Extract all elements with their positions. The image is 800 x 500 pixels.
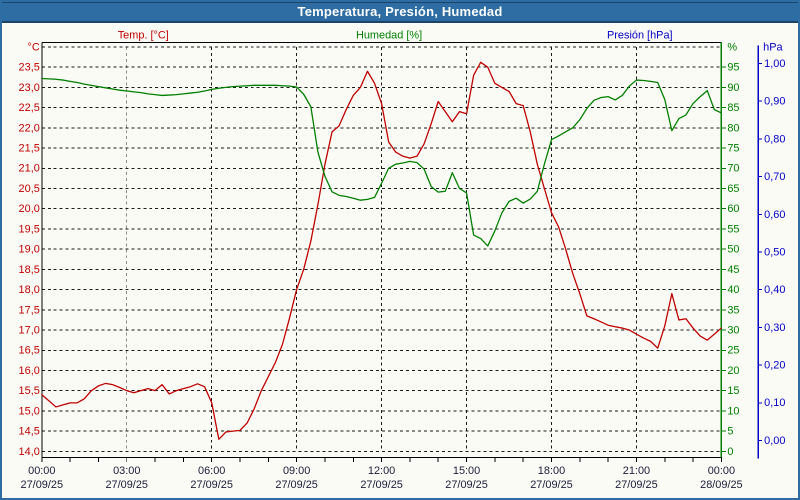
- temp-tick-label: 18,5: [19, 264, 40, 276]
- pressure-tick-label: 0,10: [764, 397, 785, 409]
- pressure-tick-label: 0,60: [764, 209, 785, 221]
- x-date-label: 27/09/25: [615, 479, 658, 491]
- humidity-tick-label: 65: [727, 183, 739, 195]
- temp-tick-label: 17,0: [19, 325, 40, 337]
- humidity-tick-label: 35: [727, 304, 739, 316]
- x-date-label: 27/09/25: [360, 479, 403, 491]
- pressure-tick-label: 0,70: [764, 171, 785, 183]
- temp-tick-label: 18,0: [19, 284, 40, 296]
- temp-tick-label: 20,0: [19, 203, 40, 215]
- temperature-line: [41, 61, 723, 440]
- temp-tick-label: 16,5: [19, 345, 40, 357]
- x-time-label: 09:00: [283, 465, 310, 477]
- humidity-tick-label: 95: [727, 62, 739, 74]
- x-time-label: 03:00: [113, 465, 140, 477]
- x-date-label: 27/09/25: [530, 479, 573, 491]
- x-date-label: 27/09/25: [105, 479, 148, 491]
- chart-title: Temperatura, Presión, Humedad: [2, 2, 798, 23]
- temp-tick-label: 20,5: [19, 183, 40, 195]
- humidity-tick-label: 10: [727, 405, 739, 417]
- pressure-tick-label: 0,80: [764, 133, 785, 145]
- x-time-label: 00:00: [708, 465, 735, 477]
- humidity-line: [41, 77, 723, 247]
- x-time-label: 06:00: [198, 465, 225, 477]
- x-time-label: 12:00: [368, 465, 395, 477]
- x-date-label: 27/09/25: [21, 479, 64, 491]
- temp-tick-label: 19,5: [19, 223, 40, 235]
- humidity-tick-label: 55: [727, 223, 739, 235]
- humidity-tick-label: 75: [727, 143, 739, 155]
- temp-tick-label: 15,0: [19, 405, 40, 417]
- legend-temperature: Temp. [°C]: [118, 30, 169, 42]
- temp-tick-label: 17,5: [19, 304, 40, 316]
- temp-tick-label: 22,0: [19, 122, 40, 134]
- temp-tick-label: 14,5: [19, 426, 40, 438]
- pressure-tick-label: 0,90: [764, 96, 785, 108]
- humidity-tick-label: 25: [727, 345, 739, 357]
- humidity-tick-label: 40: [727, 284, 739, 296]
- temp-axis-unit-label: °C: [28, 42, 40, 54]
- x-time-label: 15:00: [453, 465, 480, 477]
- pressure-tick-label: 0,30: [764, 322, 785, 334]
- temp-tick-label: 15,5: [19, 385, 40, 397]
- pressure-tick-label: 0,20: [764, 360, 785, 372]
- humidity-tick-label: 20: [727, 365, 739, 377]
- humidity-tick-label: 80: [727, 122, 739, 134]
- x-time-label: 21:00: [623, 465, 650, 477]
- axes: [41, 42, 763, 462]
- humidity-axis-unit-label: %: [727, 42, 737, 54]
- humidity-tick-label: 60: [727, 203, 739, 215]
- humidity-tick-label: 30: [727, 325, 739, 337]
- pressure-tick-label: 0,00: [764, 435, 785, 447]
- temp-tick-label: 14,0: [19, 446, 40, 458]
- pressure-tick-label: 0,50: [764, 246, 785, 258]
- data-series: [41, 61, 723, 440]
- legend-pressure: Presión [hPa]: [607, 30, 673, 42]
- temp-tick-label: 23,5: [19, 62, 40, 74]
- temp-tick-label: 22,5: [19, 102, 40, 114]
- humidity-tick-label: 70: [727, 163, 739, 175]
- axis-tick-labels: 23,5 23,0 22,5 22,0 21,5 21,0 20,5 20,0 19,5 19,0…: [19, 58, 786, 491]
- temp-tick-label: 19,0: [19, 244, 40, 256]
- temp-tick-label: 23,0: [19, 82, 40, 94]
- temp-tick-label: 21,5: [19, 143, 40, 155]
- x-time-label: 18:00: [538, 465, 565, 477]
- x-date-label: 27/09/25: [445, 479, 488, 491]
- x-time-label: 00:00: [28, 465, 55, 477]
- humidity-tick-label: 45: [727, 264, 739, 276]
- gridlines: [41, 46, 722, 452]
- humidity-tick-label: 0: [727, 446, 733, 458]
- temp-tick-label: 21,0: [19, 163, 40, 175]
- humidity-tick-label: 15: [727, 385, 739, 397]
- pressure-tick-label: 0,40: [764, 284, 785, 296]
- pressure-axis-unit-label: hPa: [763, 42, 783, 54]
- humidity-tick-label: 5: [727, 426, 733, 438]
- humidity-tick-label: 90: [727, 82, 739, 94]
- temp-tick-label: 16,0: [19, 365, 40, 377]
- x-date-label: 27/09/25: [190, 479, 233, 491]
- humidity-tick-label: 50: [727, 244, 739, 256]
- pressure-tick-label: 1,00: [764, 58, 785, 70]
- x-date-label: 27/09/25: [275, 479, 318, 491]
- legend-humidity: Humedad [%]: [356, 30, 422, 42]
- humidity-tick-label: 85: [727, 102, 739, 114]
- x-date-label: 28/09/25: [700, 479, 743, 491]
